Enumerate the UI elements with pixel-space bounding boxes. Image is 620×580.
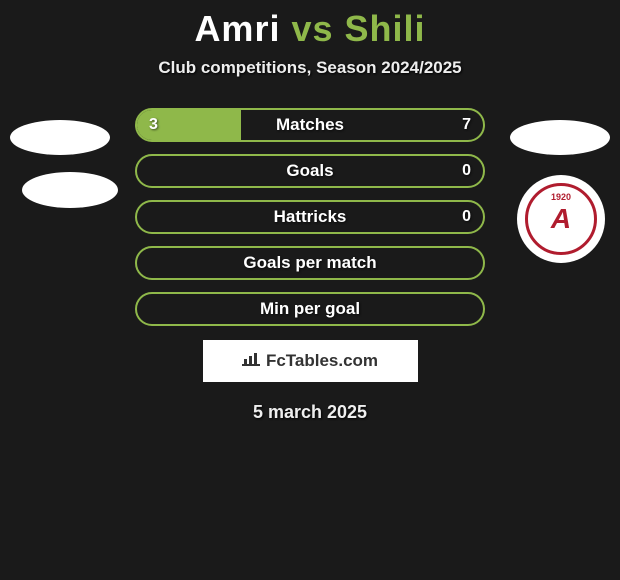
chart-icon (242, 352, 260, 371)
bar-label: Matches (137, 110, 483, 140)
player2-avatar-placeholder (510, 120, 610, 155)
watermark-text: FcTables.com (266, 351, 378, 371)
bar-value-right: 7 (462, 110, 471, 140)
player1-avatar-placeholder (10, 120, 110, 155)
club-badge-letter: A (551, 203, 571, 235)
subtitle: Club competitions, Season 2024/2025 (0, 58, 620, 78)
club-badge-ring: 1920 A (525, 183, 597, 255)
bar-label: Goals (137, 156, 483, 186)
comparison-title: Amri vs Shili (0, 0, 620, 50)
stats-bars: Matches37Goals0Hattricks0Goals per match… (135, 108, 485, 326)
bar-label: Goals per match (137, 248, 483, 278)
player2-club-badge: 1920 A (517, 175, 605, 263)
bar-label: Hattricks (137, 202, 483, 232)
club-badge-year: 1920 (528, 192, 594, 202)
watermark: FcTables.com (203, 340, 418, 382)
vs-text: vs (291, 8, 333, 49)
player1-club-placeholder (22, 172, 118, 208)
stat-bar: Min per goal (135, 292, 485, 326)
stat-bar: Hattricks0 (135, 200, 485, 234)
stat-bar: Goals per match (135, 246, 485, 280)
player1-name: Amri (194, 8, 280, 49)
bar-value-right: 0 (462, 202, 471, 232)
date-text: 5 march 2025 (0, 402, 620, 423)
bar-label: Min per goal (137, 294, 483, 324)
bar-value-left: 3 (149, 110, 158, 140)
bar-value-right: 0 (462, 156, 471, 186)
player2-name: Shili (345, 8, 426, 49)
stat-bar: Goals0 (135, 154, 485, 188)
stat-bar: Matches3 7 (135, 108, 485, 142)
